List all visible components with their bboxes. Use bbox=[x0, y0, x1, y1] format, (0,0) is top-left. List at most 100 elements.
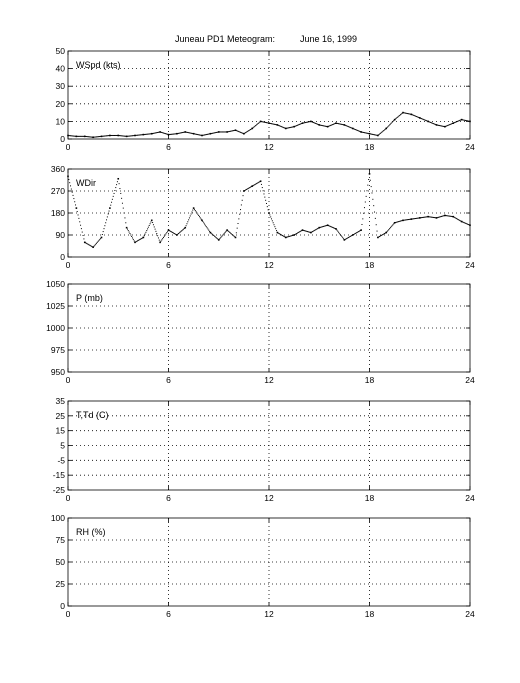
data-point-fill bbox=[399, 114, 401, 116]
data-point-fill bbox=[222, 234, 224, 236]
data-point-fill bbox=[85, 242, 87, 244]
data-point-fill bbox=[202, 134, 204, 136]
data-point-fill bbox=[451, 123, 453, 125]
data-point-fill bbox=[463, 222, 465, 224]
data-point-fill bbox=[147, 228, 149, 230]
data-point-fill bbox=[172, 232, 174, 234]
data-point-fill bbox=[398, 115, 400, 117]
data-point-fill bbox=[106, 216, 108, 218]
data-point-fill bbox=[216, 237, 218, 239]
data-point-fill bbox=[257, 123, 259, 125]
data-point-fill bbox=[312, 121, 314, 123]
data-point-fill bbox=[170, 231, 172, 233]
data-point bbox=[410, 113, 413, 116]
data-point-fill bbox=[137, 240, 139, 242]
data-point-fill bbox=[368, 133, 370, 135]
data-point bbox=[435, 124, 438, 126]
data-point-fill bbox=[420, 217, 422, 219]
data-point-fill bbox=[74, 135, 76, 137]
data-point-fill bbox=[203, 222, 205, 224]
data-point-fill bbox=[85, 242, 87, 244]
data-point-fill bbox=[372, 198, 374, 200]
data-point-fill bbox=[204, 223, 206, 225]
data-point-fill bbox=[393, 223, 395, 225]
data-point-fill bbox=[284, 127, 286, 129]
data-point-fill bbox=[217, 131, 219, 133]
data-point-fill bbox=[282, 235, 284, 237]
data-point-fill bbox=[77, 135, 79, 137]
data-point-fill bbox=[152, 132, 154, 134]
panel-label: T,Td (C) bbox=[76, 410, 109, 420]
data-point bbox=[360, 229, 362, 231]
data-point-fill bbox=[162, 132, 164, 134]
data-point-fill bbox=[227, 230, 229, 232]
data-point-fill bbox=[72, 194, 74, 196]
data-point-fill bbox=[80, 228, 82, 230]
data-point-fill bbox=[455, 217, 457, 219]
data-point bbox=[83, 135, 86, 138]
data-point-fill bbox=[242, 132, 244, 134]
data-point-fill bbox=[347, 237, 349, 239]
data-point-fill bbox=[309, 121, 311, 123]
data-point-fill bbox=[85, 135, 87, 137]
data-point-fill bbox=[174, 233, 176, 235]
data-point-fill bbox=[464, 222, 466, 224]
data-point-fill bbox=[107, 213, 109, 215]
data-point bbox=[418, 117, 421, 119]
data-point-fill bbox=[198, 214, 200, 216]
data-point-fill bbox=[305, 121, 307, 123]
data-point-fill bbox=[70, 188, 72, 190]
data-point-fill bbox=[434, 217, 436, 219]
data-point-fill bbox=[118, 135, 120, 137]
data-point-fill bbox=[370, 186, 372, 188]
y-tick-label: 30 bbox=[56, 81, 66, 91]
data-point-fill bbox=[236, 130, 238, 132]
data-point-fill bbox=[93, 136, 95, 138]
data-point bbox=[268, 122, 270, 124]
data-point-fill bbox=[465, 222, 467, 224]
data-point bbox=[368, 173, 371, 175]
data-point-fill bbox=[374, 134, 376, 136]
data-point-fill bbox=[80, 135, 82, 137]
data-point-fill bbox=[144, 133, 146, 135]
data-point-fill bbox=[143, 235, 145, 237]
data-point-fill bbox=[412, 218, 414, 220]
data-point-fill bbox=[204, 134, 206, 136]
data-point-fill bbox=[443, 215, 445, 217]
data-point-fill bbox=[79, 221, 81, 223]
data-point-fill bbox=[130, 135, 132, 137]
data-point-fill bbox=[400, 220, 402, 222]
data-point-fill bbox=[456, 120, 458, 122]
data-point-fill bbox=[281, 126, 283, 128]
data-point-fill bbox=[172, 133, 174, 135]
data-point-fill bbox=[127, 230, 129, 232]
data-point-fill bbox=[161, 131, 163, 133]
data-point-fill bbox=[296, 232, 298, 234]
data-point bbox=[117, 177, 120, 180]
data-point-fill bbox=[235, 130, 237, 132]
data-point-fill bbox=[458, 219, 460, 221]
data-point-fill bbox=[213, 234, 215, 236]
data-point-fill bbox=[332, 226, 334, 228]
data-point-fill bbox=[164, 234, 166, 236]
data-point-fill bbox=[412, 114, 414, 116]
data-point-fill bbox=[97, 240, 99, 242]
series-1 bbox=[67, 111, 471, 139]
data-point-fill bbox=[221, 235, 223, 237]
data-point-fill bbox=[114, 190, 116, 192]
x-tick-label: 6 bbox=[166, 609, 171, 619]
data-point-fill bbox=[164, 133, 166, 135]
data-point-fill bbox=[322, 125, 324, 127]
data-point-fill bbox=[456, 121, 458, 123]
y-tick-label: 20 bbox=[56, 99, 66, 109]
data-point bbox=[226, 229, 228, 231]
data-point-fill bbox=[102, 135, 104, 137]
data-point-fill bbox=[180, 132, 182, 134]
data-point-fill bbox=[439, 125, 441, 127]
data-point-fill bbox=[229, 130, 231, 132]
data-point-fill bbox=[327, 225, 329, 227]
data-point-fill bbox=[447, 124, 449, 126]
y-tick-label: 1050 bbox=[46, 279, 65, 289]
data-point-fill bbox=[370, 133, 372, 135]
data-point-fill bbox=[178, 232, 180, 234]
